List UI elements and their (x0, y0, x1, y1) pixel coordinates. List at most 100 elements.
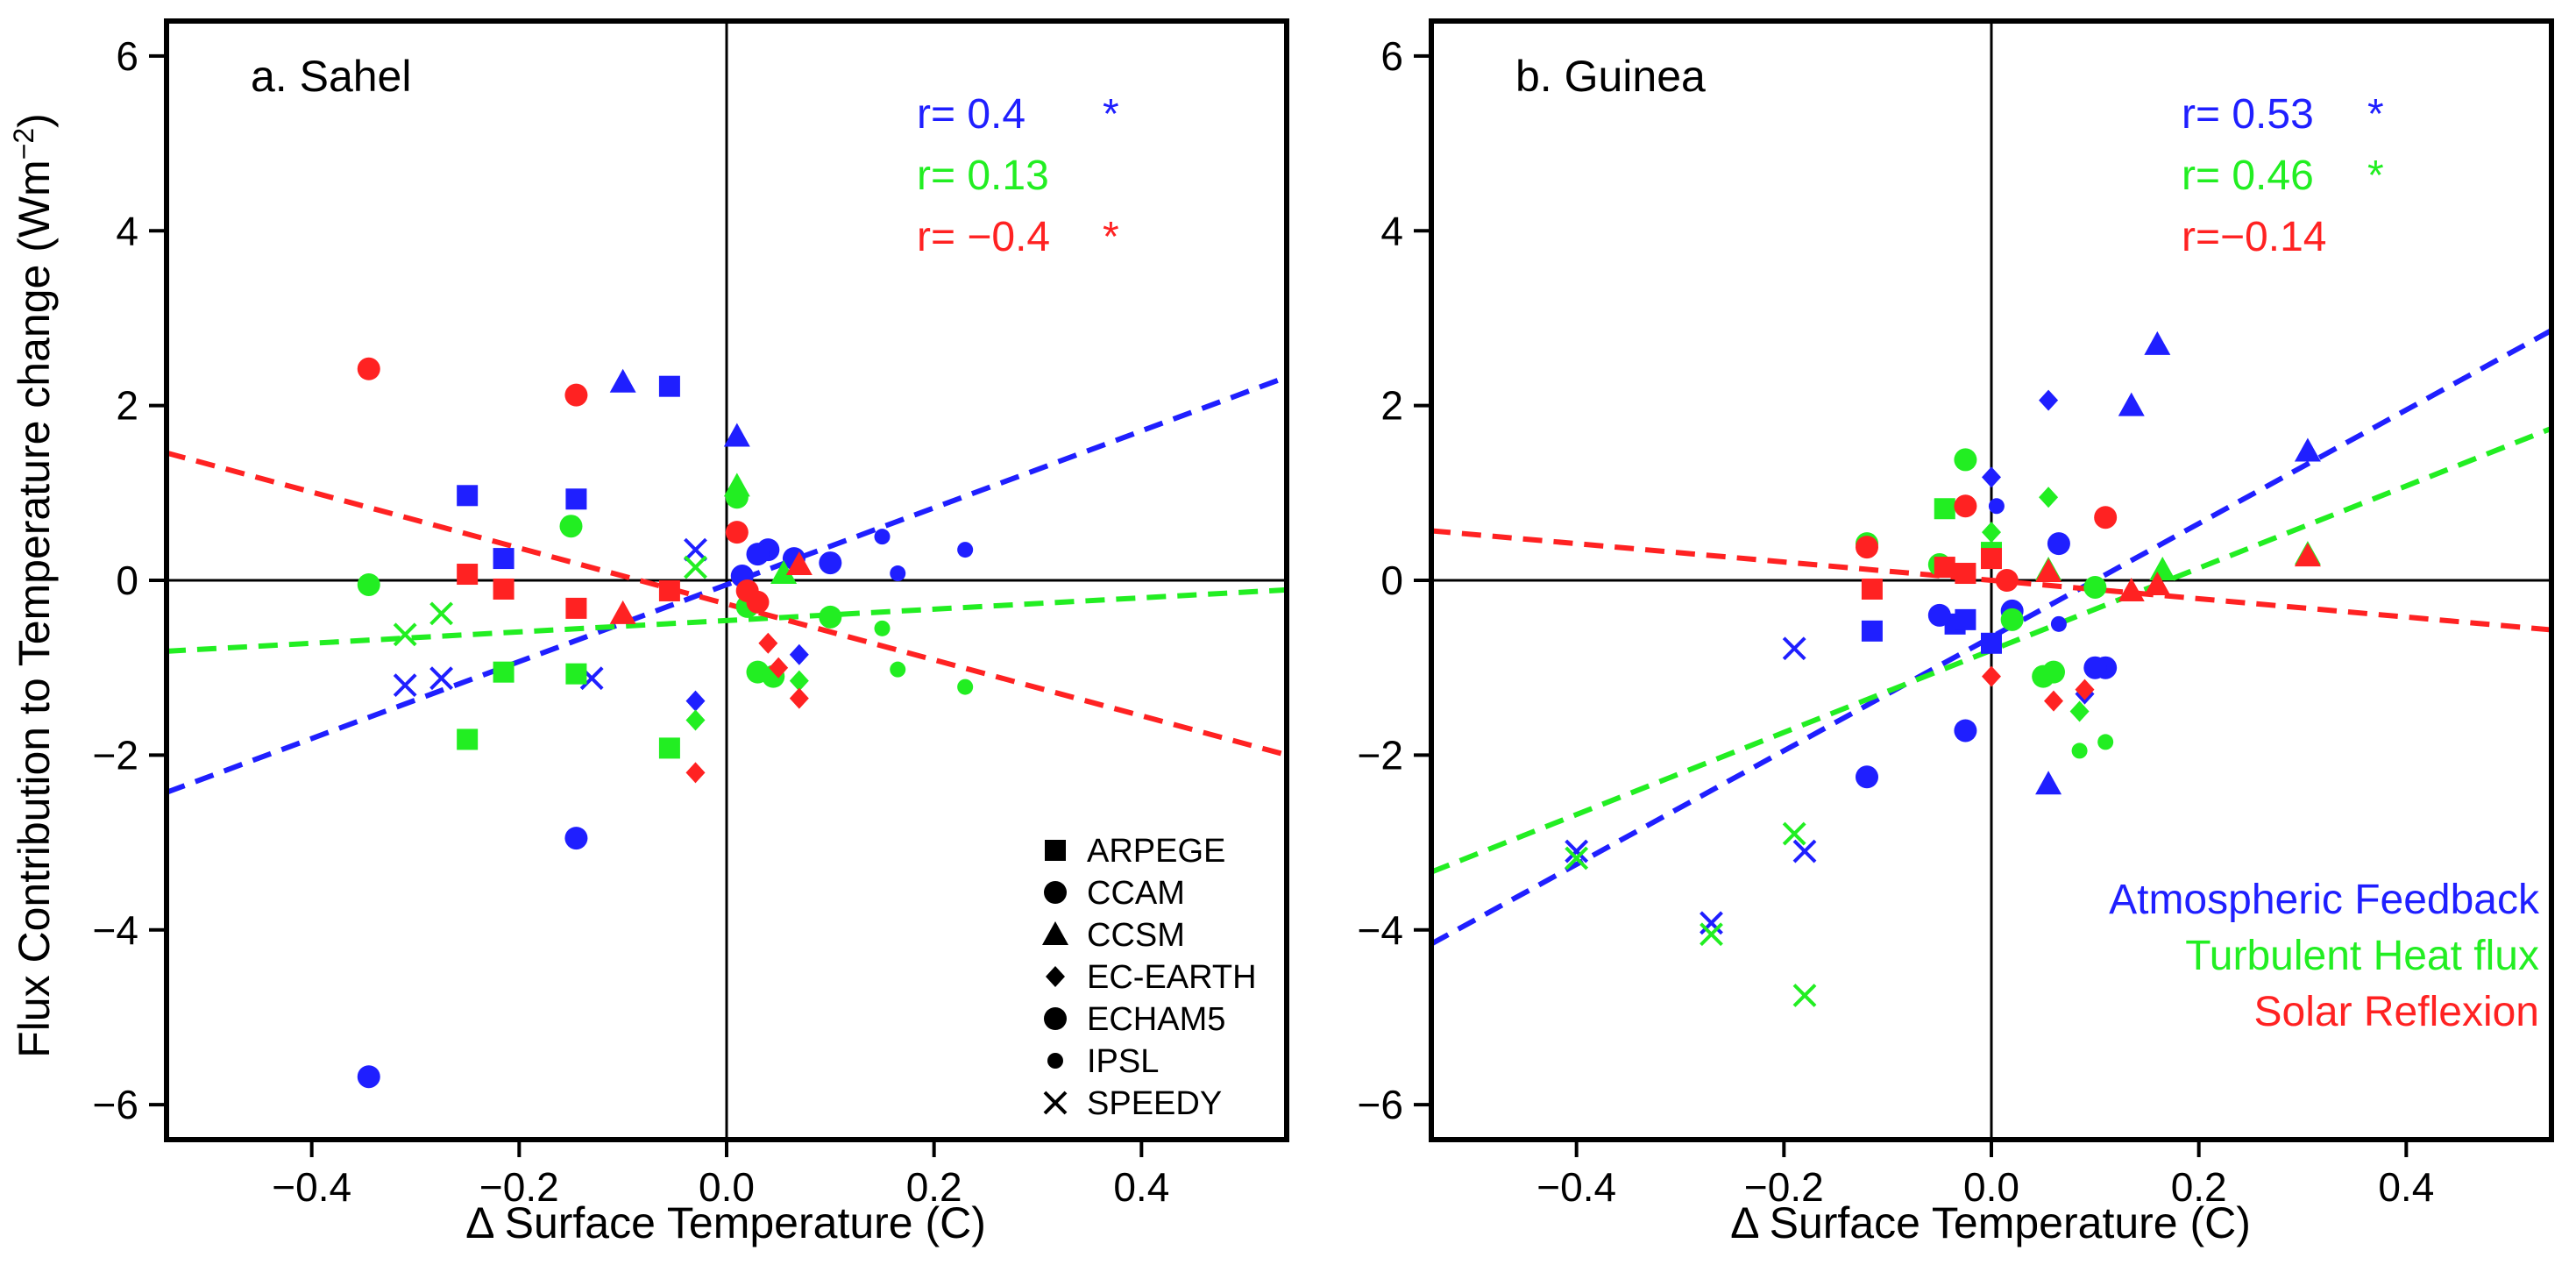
data-point (746, 543, 770, 566)
y-axis-title-main: Flux Contribution to Temperature change … (10, 160, 59, 1058)
y-tick-label: −6 (93, 1082, 138, 1127)
data-point (1565, 839, 1589, 863)
data-point (785, 551, 813, 576)
fit-line-solar (167, 450, 1287, 758)
data-point (1982, 522, 2001, 544)
data-point (957, 542, 974, 558)
data-point (770, 560, 798, 585)
data-point (819, 551, 842, 575)
y-tick-label: 6 (1380, 33, 1403, 79)
data-point (1792, 839, 1817, 863)
data-point (684, 555, 707, 579)
y-tick-label: 6 (116, 33, 138, 79)
data-point (1565, 846, 1589, 871)
panel-title: a. Sahel (251, 52, 411, 101)
data-point (559, 515, 583, 538)
legend-marker (1045, 840, 1066, 861)
data-point (429, 666, 453, 691)
legend-label: IPSL (1087, 1043, 1159, 1080)
x-tick-label: 0.0 (699, 1164, 755, 1210)
data-point (1954, 494, 1977, 518)
data-point (819, 605, 842, 629)
y-axis-title: Flux Contribution to Temperature change … (8, 113, 59, 1058)
data-point (429, 601, 453, 626)
y-tick-label: 2 (1380, 383, 1403, 429)
data-point (1861, 620, 1883, 642)
data-point (1856, 765, 1878, 789)
data-point (2071, 743, 2088, 759)
data-point (393, 673, 417, 698)
data-point (2044, 690, 2063, 712)
data-point (2149, 557, 2176, 581)
data-point (957, 679, 974, 695)
x-tick-label: 0.4 (1113, 1164, 1169, 1210)
data-point (789, 670, 809, 692)
data-point (565, 663, 587, 685)
data-point (1782, 821, 1806, 846)
data-point (2144, 571, 2171, 595)
correlation-turb: r= 0.46 (2182, 153, 2314, 199)
data-point (565, 597, 587, 619)
data-point (684, 537, 707, 562)
significance-star: * (1103, 91, 1119, 138)
data-point (2144, 330, 2171, 355)
data-point (1861, 578, 1883, 600)
data-point (890, 565, 906, 582)
data-point (1954, 719, 1977, 743)
data-point (565, 488, 587, 510)
data-point (725, 521, 749, 544)
data-point (1927, 603, 1951, 627)
legend-label: CCSM (1087, 917, 1185, 954)
legend-marker (1046, 966, 1065, 987)
data-point (2032, 664, 2055, 688)
data-point (874, 620, 891, 636)
data-point (357, 357, 380, 380)
legend-label: SPEEDY (1087, 1085, 1222, 1122)
data-point (658, 579, 680, 601)
legend-marker (1044, 881, 1067, 904)
y-tick-label: 4 (116, 208, 138, 253)
regression-lines (1431, 328, 2551, 947)
data-point (1955, 608, 1976, 630)
y-tick-label: 0 (1380, 558, 1403, 603)
x-tick-label: 0.0 (1963, 1164, 2019, 1210)
legend-solar: Solar Reflexion (2254, 989, 2540, 1035)
data-point (1955, 563, 1976, 585)
data-point (2047, 532, 2070, 556)
data-point (685, 762, 706, 784)
data-point (2000, 608, 2024, 631)
data-point (789, 687, 809, 709)
y-tick-label: 0 (116, 558, 138, 603)
significance-star: * (2367, 153, 2384, 199)
data-point (2075, 679, 2095, 700)
panel-sahel: −6 −4 −2 0 2 4 6 −0.4 −0.2 0.0 0.2 0.4 a. Sahel r= 0.… (93, 18, 1289, 1210)
correlation-solar: r=−0.14 (2182, 214, 2326, 260)
data-point (2118, 392, 2145, 416)
y-tick-label: −2 (1358, 732, 1403, 778)
data-point (357, 1065, 380, 1089)
correlation-atm: r= 0.53 (2182, 91, 2314, 138)
data-point (2118, 577, 2145, 601)
data-point (874, 529, 891, 545)
data-point (1934, 557, 1955, 579)
legend-label: ECHAM5 (1087, 1001, 1225, 1038)
y-tick-label: 4 (1380, 208, 1403, 253)
data-point (493, 548, 514, 570)
data-point (2083, 575, 2107, 599)
correlation-atm: r= 0.4 (917, 91, 1025, 138)
correlation-turb: r= 0.13 (917, 153, 1049, 199)
data-point (2039, 389, 2059, 411)
x-tick-label: 0.2 (2171, 1164, 2227, 1210)
data-point (1982, 466, 2001, 488)
data-point (1700, 911, 1723, 935)
x-axis-title-sahel: Δ Surface Temperature (C) (465, 1198, 986, 1247)
data-point (457, 728, 479, 750)
data-point (1792, 984, 1817, 1007)
x-axis-title-guinea: Δ Surface Temperature (C) (1730, 1198, 2251, 1247)
panel-title: b. Guinea (1515, 52, 1706, 101)
data-point (1700, 922, 1723, 947)
correlation-solar: r= −0.4 (917, 214, 1050, 260)
series-legend: Atmospheric Feedback Turbulent Heat flux S… (2109, 877, 2540, 1035)
fit-line-solar (1431, 528, 2551, 633)
